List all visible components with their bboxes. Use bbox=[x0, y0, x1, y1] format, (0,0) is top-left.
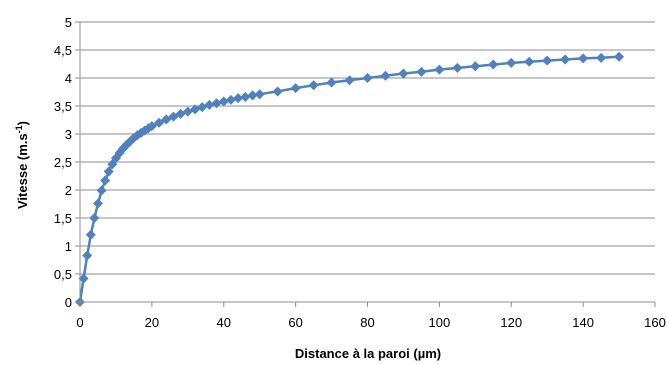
y-tick-label: 2,5 bbox=[54, 155, 72, 170]
data-point bbox=[326, 77, 337, 88]
y-axis: 0 0,5 1 1,5 2 2,5 3 3,5 4 4,5 5 bbox=[54, 15, 81, 310]
y-tick-label: 0,5 bbox=[54, 267, 72, 282]
data-point bbox=[506, 57, 517, 68]
x-tick-label: 40 bbox=[217, 315, 231, 330]
data-point bbox=[89, 213, 100, 223]
data-point bbox=[380, 70, 391, 81]
x-axis-title: Distance à la paroi (µm) bbox=[295, 346, 441, 361]
data-point bbox=[240, 92, 251, 103]
data-point bbox=[542, 55, 553, 66]
y-axis-title: Vitesse (m.s-1) bbox=[14, 121, 30, 209]
data-point bbox=[524, 56, 535, 67]
data-point bbox=[272, 86, 283, 97]
data-point bbox=[85, 229, 96, 240]
data-point bbox=[225, 94, 236, 105]
x-tick-label: 100 bbox=[429, 315, 451, 330]
data-point bbox=[560, 54, 571, 65]
data-point bbox=[204, 99, 215, 110]
data-point bbox=[254, 89, 265, 100]
data-point bbox=[596, 52, 607, 63]
y-tick-label: 1 bbox=[65, 239, 72, 254]
y-axis-title-sup: -1 bbox=[14, 125, 24, 133]
data-point bbox=[488, 59, 499, 70]
y-tick-label: 3 bbox=[65, 127, 72, 142]
data-point bbox=[578, 53, 589, 64]
data-point bbox=[290, 83, 301, 94]
y-axis-title-text: Vitesse (m.s bbox=[15, 133, 30, 209]
data-point bbox=[78, 273, 89, 284]
y-tick-label: 2 bbox=[65, 183, 72, 198]
data-point bbox=[247, 90, 258, 101]
y-tick-label: 1,5 bbox=[54, 211, 72, 226]
y-tick-label: 3,5 bbox=[54, 99, 72, 114]
y-tick-label: 5 bbox=[65, 15, 72, 30]
data-point bbox=[434, 64, 445, 75]
x-tick-label: 160 bbox=[644, 315, 666, 330]
gridlines bbox=[80, 21, 655, 275]
data-point bbox=[362, 73, 373, 83]
data-point bbox=[96, 185, 107, 196]
data-point bbox=[92, 198, 103, 209]
data-point bbox=[452, 62, 463, 73]
data-point bbox=[233, 93, 244, 104]
data-point bbox=[100, 175, 111, 186]
data-point bbox=[211, 98, 222, 109]
data-point bbox=[398, 68, 409, 79]
x-axis: 0 20 40 60 80 100 120 140 160 bbox=[76, 301, 666, 330]
x-tick-label: 0 bbox=[76, 315, 83, 330]
x-tick-label: 140 bbox=[572, 315, 594, 330]
series-line bbox=[78, 55, 620, 303]
y-tick-label: 4,5 bbox=[54, 43, 72, 58]
data-point bbox=[146, 121, 157, 132]
data-point bbox=[218, 96, 229, 107]
data-point bbox=[82, 250, 93, 261]
x-tick-label: 80 bbox=[360, 315, 374, 330]
y-axis-title-suffix: ) bbox=[15, 121, 30, 125]
data-point bbox=[154, 117, 165, 128]
data-point bbox=[470, 61, 481, 72]
x-tick-label: 20 bbox=[145, 315, 159, 330]
y-tick-label: 0 bbox=[65, 295, 72, 310]
x-tick-label: 120 bbox=[500, 315, 522, 330]
data-point bbox=[103, 166, 114, 177]
data-point bbox=[614, 51, 625, 62]
data-point bbox=[416, 66, 427, 77]
data-point bbox=[344, 75, 355, 86]
x-tick-label: 60 bbox=[288, 315, 302, 330]
series-1 bbox=[75, 51, 625, 307]
data-point bbox=[308, 80, 319, 91]
y-tick-label: 4 bbox=[65, 71, 72, 86]
